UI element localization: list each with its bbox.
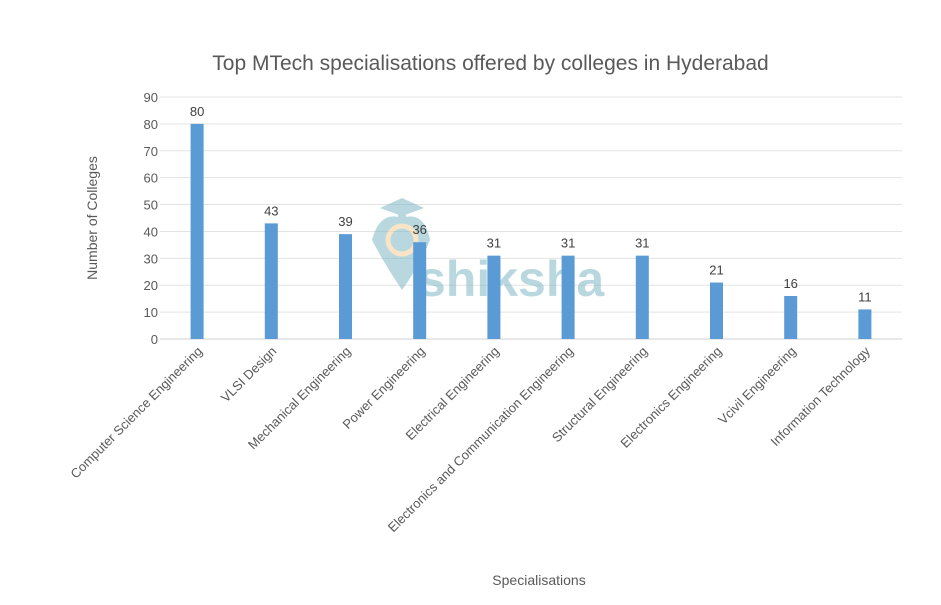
gridlines (160, 96, 902, 340)
bar (339, 234, 352, 339)
y-tick-label: 30 (144, 251, 158, 266)
bar (784, 295, 798, 339)
x-axis-category-labels: Computer Science Engineering VLSI DesignM… (67, 343, 873, 535)
svg-text:shiksha: shiksha (418, 251, 605, 307)
y-tick-label: 0 (151, 332, 158, 347)
data-label: 80 (190, 104, 204, 119)
bars (190, 123, 872, 339)
x-tick-label: Computer Science Engineering (67, 344, 205, 482)
bar (561, 255, 575, 339)
bar (635, 255, 649, 339)
data-label: 11 (858, 289, 872, 304)
bar (858, 309, 872, 339)
y-tick-label: 10 (144, 305, 158, 320)
data-label: 31 (561, 236, 575, 251)
data-label: 31 (635, 236, 649, 251)
data-label: 31 (487, 236, 501, 251)
chart-title: Top MTech specialisations offered by col… (212, 52, 769, 75)
y-tick-label: 40 (144, 224, 158, 239)
bar (487, 255, 501, 339)
data-label: 39 (338, 214, 352, 229)
x-tick-label: Power Engineering (340, 344, 428, 432)
y-tick-label: 70 (144, 144, 158, 159)
data-labels: 80 43 39 36 31 31 31 21 16 11 (190, 104, 872, 305)
bar (264, 223, 278, 339)
y-tick-label: 50 (144, 198, 158, 213)
x-axis-label: Specialisations (492, 572, 586, 588)
data-label: 16 (783, 276, 797, 291)
data-label: 43 (264, 203, 278, 218)
x-tick-label: VLSI Design (218, 344, 280, 406)
bar (190, 123, 204, 339)
y-tick-label: 80 (144, 117, 158, 132)
y-tick-label: 90 (144, 90, 158, 105)
y-axis-ticks: 0 10 20 30 40 50 60 70 80 90 (144, 90, 158, 347)
bar (413, 242, 427, 339)
data-label: 36 (412, 222, 426, 237)
y-tick-label: 20 (144, 278, 158, 293)
data-label: 21 (709, 263, 723, 278)
bar (710, 282, 723, 339)
y-tick-label: 60 (144, 171, 158, 186)
x-tick-label: Vcivil Engineering (715, 344, 799, 428)
